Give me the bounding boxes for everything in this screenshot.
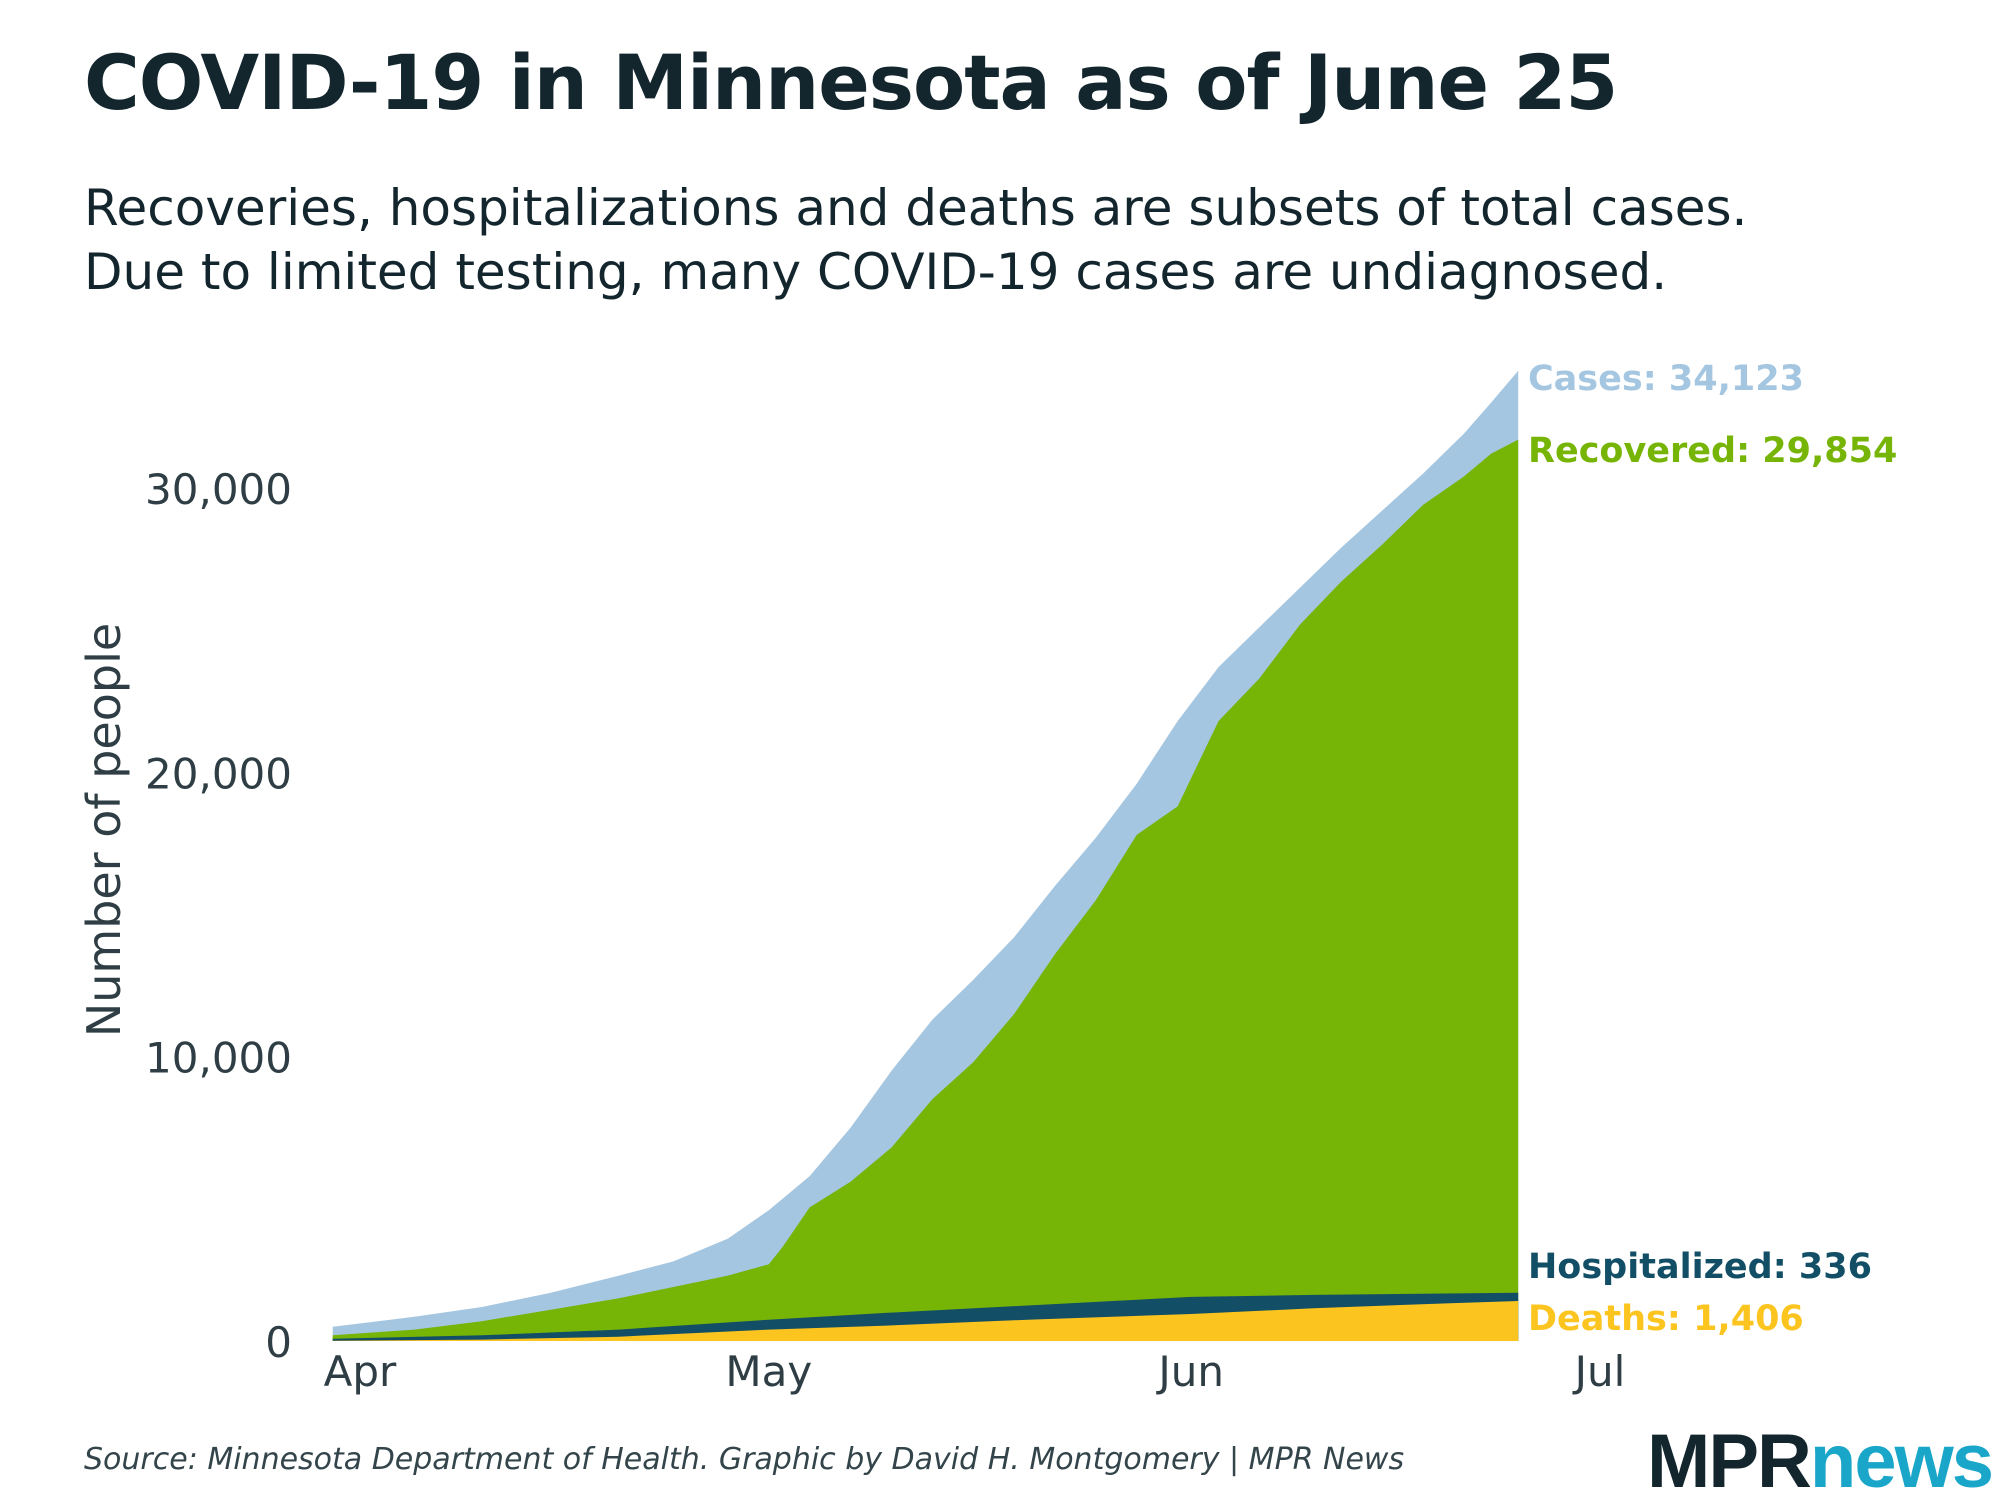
deaths-area	[332, 1301, 1519, 1341]
x-tick-label: Apr	[324, 1347, 397, 1396]
recovered-area	[332, 439, 1519, 1342]
y-axis-ticks: 0 10,000 20,000 30,000	[145, 465, 292, 1367]
subtitle-line-2: Due to limited testing, many COVID-19 ca…	[84, 243, 1668, 301]
y-tick-label: 0	[265, 1318, 292, 1367]
y-tick-label: 20,000	[145, 749, 292, 798]
source-credit: Source: Minnesota Department of Health. …	[84, 1442, 1405, 1477]
y-tick-label: 30,000	[145, 465, 292, 514]
logo-mpr: MPR	[1647, 1419, 1812, 1504]
cases-end-label: Cases: 34,123	[1528, 359, 1804, 399]
hospitalized-end-label: Hospitalized: 336	[1528, 1247, 1872, 1287]
recovered-end-label: Recovered: 29,854	[1528, 431, 1897, 471]
x-tick-label: May	[725, 1347, 812, 1396]
series-areas	[332, 370, 1519, 1342]
x-tick-label: Jul	[1572, 1347, 1626, 1396]
y-axis-label: Number of people	[77, 623, 131, 1037]
x-tick-label: Jun	[1155, 1347, 1224, 1396]
deaths-end-label: Deaths: 1,406	[1528, 1299, 1804, 1339]
subtitle-line-1: Recoveries, hospitalizations and deaths …	[84, 179, 1748, 237]
series-end-labels: Cases: 34,123 Recovered: 29,854 Hospitaliz…	[1528, 359, 1897, 1339]
mpr-news-logo: MPRnews	[1647, 1418, 1994, 1505]
logo-news: news	[1809, 1419, 1994, 1504]
chart-subtitle: Recoveries, hospitalizations and deaths …	[84, 176, 1747, 304]
chart-title: COVID-19 in Minnesota as of June 25	[84, 38, 1618, 127]
y-tick-label: 10,000	[145, 1034, 292, 1083]
x-axis-ticks: Apr May Jun Jul	[324, 1347, 1626, 1396]
